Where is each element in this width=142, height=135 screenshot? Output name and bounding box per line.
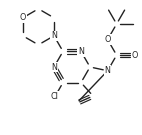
Text: Cl: Cl bbox=[51, 92, 59, 101]
Text: O: O bbox=[104, 35, 111, 44]
Text: O: O bbox=[131, 51, 138, 60]
Text: N: N bbox=[78, 47, 84, 56]
Text: N: N bbox=[105, 66, 110, 75]
Text: O: O bbox=[20, 13, 26, 22]
Text: N: N bbox=[51, 63, 57, 72]
Text: N: N bbox=[51, 31, 57, 40]
